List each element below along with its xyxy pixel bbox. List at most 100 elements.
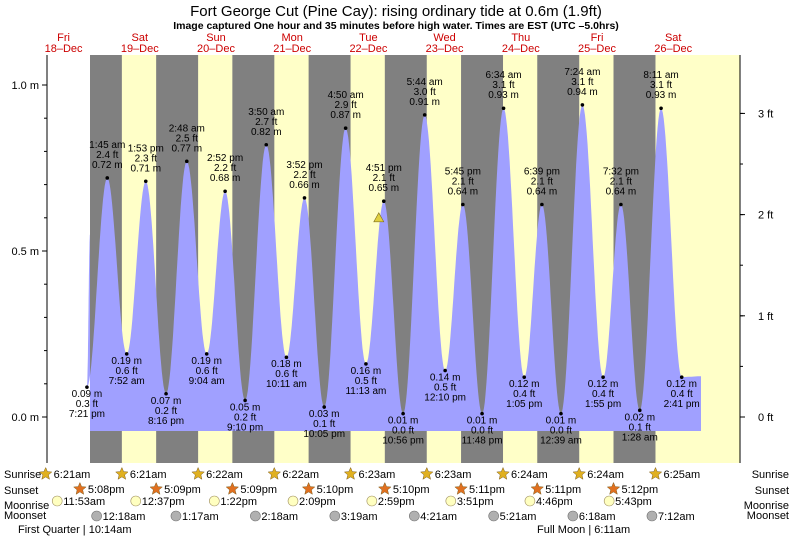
- tide-label: 10:05 pm: [303, 429, 345, 440]
- tide-label: 7:32 pm: [603, 167, 639, 178]
- tide-point: [619, 202, 623, 207]
- day-date: 26–Dec: [654, 43, 692, 55]
- sunset-time: 5:11pm: [545, 484, 581, 496]
- tide-point: [322, 405, 327, 409]
- day-date: 21–Dec: [273, 43, 311, 55]
- left-tick-label: 0.5 m: [11, 246, 39, 258]
- moonrise-time: 2:09pm: [299, 496, 336, 508]
- sunrise-time: 6:22am: [206, 469, 243, 481]
- day-of-week: Sun: [206, 32, 226, 44]
- tide-label: 0.6 ft: [196, 366, 218, 377]
- tide-events: 0.09 m0.3 ft7:21 pm 1:45 am2.4 ft0.72 m 0.…: [69, 67, 700, 447]
- tide-label: 1:53 pm: [128, 143, 164, 154]
- moonrise-icon: [287, 495, 299, 507]
- tide-label: 7:21 pm: [69, 409, 105, 420]
- tide-point: [105, 176, 110, 180]
- chart-subtitle: Image captured One hour and 35 minutes b…: [173, 20, 619, 32]
- tide-point: [659, 106, 663, 111]
- tide-label: 0.18 m: [271, 359, 302, 370]
- tide-label: 0.3 ft: [76, 399, 98, 410]
- tide-point: [461, 202, 465, 207]
- tide-label: 0.07 m: [151, 396, 182, 407]
- tide-label: 0.16 m: [351, 366, 382, 377]
- moonset-icon: [646, 510, 658, 522]
- tide-point: [522, 375, 527, 379]
- tide-label: 10:11 am: [266, 379, 307, 390]
- sunset-icon: [73, 481, 87, 495]
- sunrise-icon: [648, 466, 663, 480]
- moonset-icon: [567, 510, 579, 522]
- tide-label: 0.1 ft: [629, 422, 651, 433]
- tide-label: 3:52 pm: [286, 160, 322, 171]
- tide-label: 0.4 ft: [671, 389, 693, 400]
- moonrise-time: 5:43pm: [615, 496, 652, 508]
- sunrise-label-right: Sunrise: [752, 469, 789, 481]
- sunset-time: 5:09pm: [164, 484, 201, 496]
- tide-label: 0.93 m: [646, 90, 677, 101]
- moonset-icon: [409, 510, 420, 522]
- tide-label: 12:10 pm: [424, 393, 466, 404]
- sunset-time: 5:10pm: [317, 484, 354, 496]
- tide-label: 0.64 m: [448, 187, 479, 198]
- tide-label: 3.0 ft: [414, 87, 436, 98]
- tide-label: 0.0 ft: [471, 426, 493, 437]
- moonset-label-left: Moonset: [4, 510, 46, 522]
- day-of-week: Wed: [433, 32, 455, 44]
- tide-point: [401, 411, 405, 416]
- sunrise-time: 6:24am: [587, 469, 624, 481]
- tide-point: [601, 375, 605, 379]
- moonset-icon: [488, 510, 499, 522]
- sunrise-icon: [496, 466, 510, 480]
- tide-label: 2:52 pm: [207, 153, 243, 164]
- tide-label: 0.01 m: [467, 416, 498, 427]
- tide-label: 0.6 ft: [275, 369, 297, 380]
- tide-label: 0.01 m: [388, 416, 419, 427]
- moonset-icon: [329, 510, 341, 522]
- moonrise-time: 4:46pm: [536, 496, 573, 508]
- sunrise-time: 6:21am: [130, 469, 167, 481]
- tide-label: 2.1 ft: [531, 177, 553, 188]
- right-tick-label: 2 ft: [758, 210, 773, 222]
- tide-label: 11:13 am: [345, 386, 386, 397]
- tide-label: 7:24 am: [564, 67, 600, 78]
- tide-label: 3:50 am: [248, 107, 284, 118]
- tide-label: 0.4 ft: [513, 389, 535, 400]
- tide-label: 1:05 pm: [506, 399, 542, 410]
- tide-label: 2.4 ft: [96, 150, 118, 161]
- tide-label: 0.93 m: [488, 90, 519, 101]
- day-date: 25–Dec: [578, 43, 616, 55]
- sunrise-label-left: Sunrise: [4, 469, 41, 481]
- tide-point: [284, 355, 289, 360]
- astronomy-rows: 6:21am 6:21am 6:22am 6:22am 6:23am 6:23am 6:24…: [38, 466, 700, 523]
- outside-data-area: [47, 55, 90, 463]
- tide-label: 4:50 am: [328, 90, 364, 101]
- tide-label: 0.14 m: [430, 373, 461, 384]
- tide-label: 0.19 m: [191, 356, 222, 367]
- current-level-marker: [373, 212, 385, 223]
- tide-label: 2.9 ft: [335, 100, 357, 111]
- tide-label: 8:16 pm: [148, 416, 184, 427]
- day-of-week: Sat: [132, 32, 149, 44]
- tide-label: 0.09 m: [72, 389, 103, 400]
- tide-label: 8:11 am: [643, 70, 678, 81]
- tide-point: [559, 411, 563, 416]
- tide-label: 12:39 am: [540, 436, 582, 447]
- moonrise-icon: [51, 495, 63, 507]
- sunrise-time: 6:22am: [282, 469, 319, 481]
- tide-point: [343, 126, 348, 130]
- tide-point: [364, 362, 368, 366]
- tide-label: 0.03 m: [309, 409, 340, 420]
- moonrise-time: 12:37pm: [142, 496, 185, 508]
- moonrise-icon: [366, 495, 378, 507]
- tide-label: 0.2 ft: [234, 412, 256, 423]
- moonrise-time: 2:59pm: [378, 496, 415, 508]
- day-of-week: Sat: [665, 32, 682, 44]
- sunset-time: 5:08pm: [88, 484, 125, 496]
- sunset-icon: [149, 481, 163, 495]
- sunrise-time: 6:23am: [435, 469, 472, 481]
- sunrise-icon: [191, 466, 205, 480]
- tide-label: 0.1 ft: [313, 419, 335, 430]
- left-tick-label: 0.0 m: [11, 412, 39, 424]
- moonset-time: 3:19am: [341, 511, 378, 523]
